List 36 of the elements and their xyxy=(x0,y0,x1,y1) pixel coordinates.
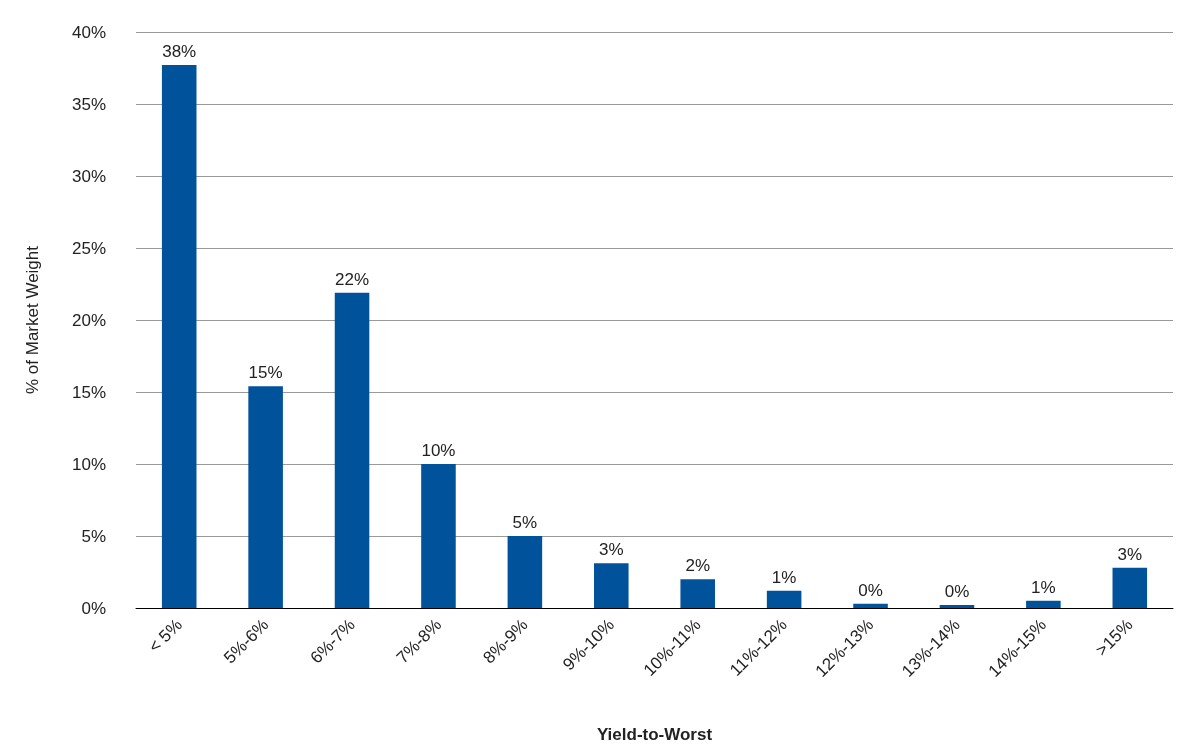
y-tick-label: 30% xyxy=(71,166,106,186)
bar xyxy=(334,292,370,608)
data-label: 3% xyxy=(1117,544,1143,564)
bar xyxy=(680,579,715,608)
data-label: 5% xyxy=(512,513,538,532)
data-label: 15% xyxy=(248,363,283,383)
y-tick-label: 20% xyxy=(71,310,106,330)
bar xyxy=(1026,600,1061,608)
data-label: 1% xyxy=(1031,577,1056,597)
data-label: 22% xyxy=(335,269,370,289)
bar xyxy=(766,590,802,608)
bar xyxy=(594,563,629,608)
y-tick-label: 0% xyxy=(81,598,106,618)
y-tick-label: 5% xyxy=(81,526,106,546)
data-label: 3% xyxy=(599,540,624,560)
x-tick-label: < 5% xyxy=(144,615,186,657)
bar xyxy=(507,536,543,608)
x-axis-title: Yield-to-Worst xyxy=(596,725,713,744)
y-axis-title: % of Market Weight xyxy=(23,245,42,395)
y-tick-label: 25% xyxy=(71,238,106,258)
data-label: 1% xyxy=(771,567,797,587)
data-label: 0% xyxy=(858,580,883,600)
y-tick-label: 10% xyxy=(71,454,106,474)
bar xyxy=(248,386,283,608)
data-label: 38% xyxy=(162,42,197,62)
bar xyxy=(1112,567,1148,608)
y-tick-label: 40% xyxy=(71,22,106,42)
data-label: 0% xyxy=(944,582,970,602)
data-label: 10% xyxy=(421,441,456,460)
y-tick-label: 15% xyxy=(71,382,106,402)
bar xyxy=(161,65,197,608)
y-tick-label: 35% xyxy=(71,94,106,114)
bar xyxy=(421,464,456,608)
bar xyxy=(853,603,888,608)
data-label: 2% xyxy=(685,556,710,576)
bar xyxy=(939,605,975,608)
